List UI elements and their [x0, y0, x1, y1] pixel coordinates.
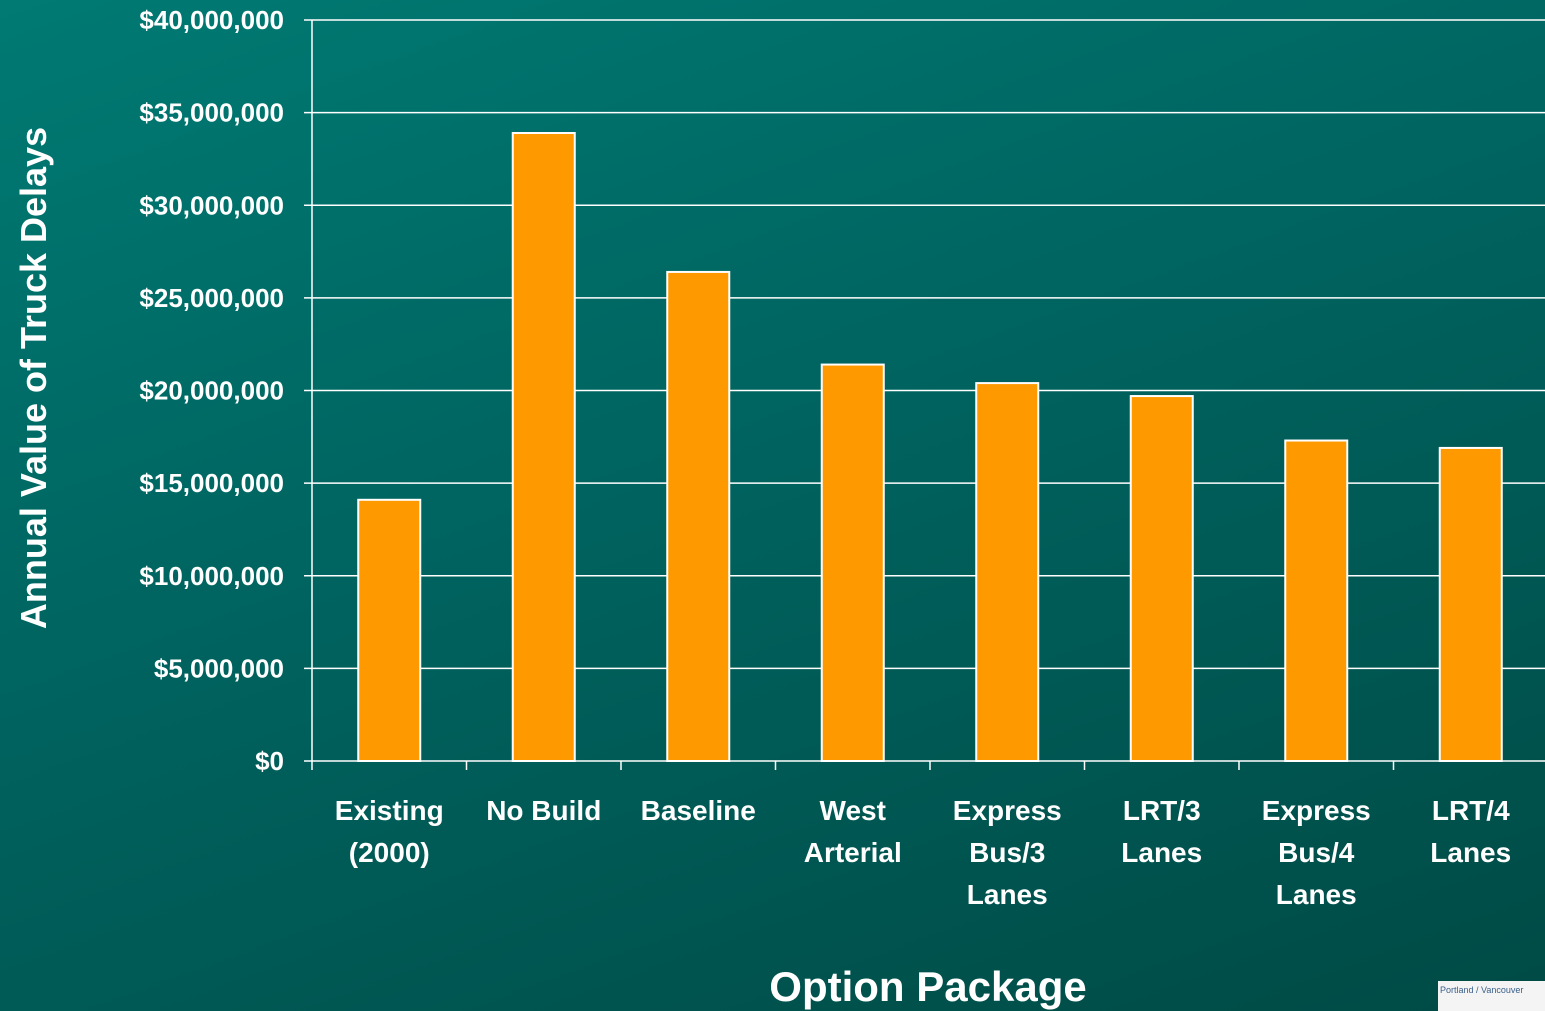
labels: $0 $5,000,000 $10,000,000 $15,000,000 $20,00…: [139, 5, 1511, 910]
bar: [975, 382, 1040, 762]
y-tick-label: $25,000,000: [139, 283, 284, 313]
bar: [511, 132, 576, 762]
x-tick-label: Lanes: [1430, 837, 1511, 868]
x-tick-label: West: [820, 795, 886, 826]
bar: [1129, 395, 1194, 762]
y-tick-label: $40,000,000: [139, 5, 284, 35]
x-tick-label: (2000): [349, 837, 430, 868]
y-tick-label: $0: [255, 746, 284, 776]
bar: [666, 270, 731, 762]
y-tick-label: $15,000,000: [139, 468, 284, 498]
x-tick-label: Express: [1262, 795, 1371, 826]
bar: [820, 363, 885, 762]
x-tick-label: Baseline: [641, 795, 756, 826]
bars: [357, 132, 1503, 762]
x-tick-label: Arterial: [804, 837, 902, 868]
x-tick-label: Lanes: [1121, 837, 1202, 868]
x-tick-label: LRT/3: [1123, 795, 1201, 826]
x-tick-label: LRT/4: [1432, 795, 1510, 826]
y-axis-title: Annual Value of Truck Delays: [13, 127, 54, 629]
y-tick-label: $35,000,000: [139, 98, 284, 128]
footer-logo: Portland / Vancouver: [1438, 981, 1545, 1011]
bar: [357, 498, 422, 762]
x-tick-label: Lanes: [1276, 879, 1357, 910]
x-tick-label: Bus/4: [1278, 837, 1355, 868]
footer-logo-text: Portland / Vancouver: [1440, 985, 1524, 995]
x-tick-label: Existing: [335, 795, 444, 826]
axes: [304, 19, 1545, 770]
x-tick-label: No Build: [486, 795, 601, 826]
y-tick-label: $10,000,000: [139, 561, 284, 591]
gridlines: [312, 19, 1545, 670]
bar: [1284, 439, 1349, 762]
x-axis-title: Option Package: [769, 963, 1086, 1010]
x-tick-label: Lanes: [967, 879, 1048, 910]
y-tick-label: $5,000,000: [154, 653, 284, 683]
bar: [1438, 446, 1503, 762]
y-tick-label: $30,000,000: [139, 190, 284, 220]
y-tick-label: $20,000,000: [139, 376, 284, 406]
x-tick-label: Bus/3: [969, 837, 1045, 868]
x-tick-label: Express: [953, 795, 1062, 826]
